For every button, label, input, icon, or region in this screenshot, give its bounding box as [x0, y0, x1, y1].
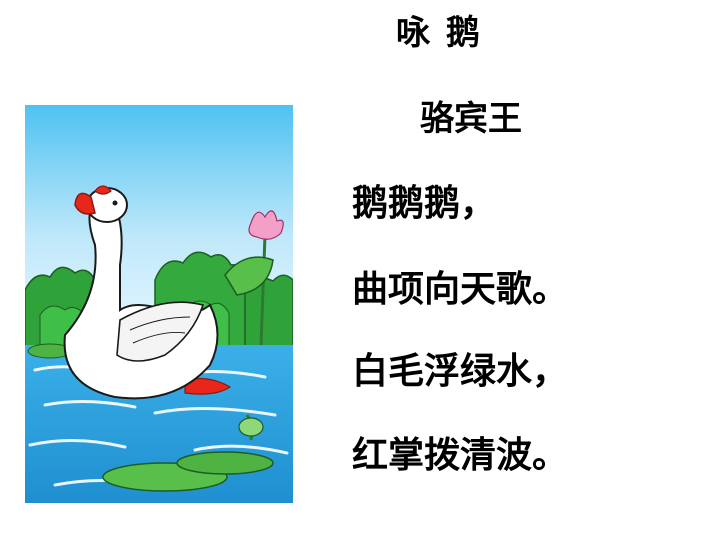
- poem-author: 骆宾王: [420, 99, 522, 139]
- goose: [63, 185, 232, 400]
- lily-pads: [27, 343, 274, 492]
- lotus-flower: [224, 210, 284, 346]
- goose-illustration: [25, 105, 293, 503]
- poem-line-3: 白毛浮绿水，: [352, 351, 569, 392]
- poem-title: 咏 鹅: [396, 13, 482, 53]
- poem-line-2: 曲项向天歌。: [352, 269, 569, 310]
- poem-line-1: 鹅鹅鹅，: [352, 183, 497, 224]
- poem-line-4: 红掌拨清波。: [352, 435, 569, 476]
